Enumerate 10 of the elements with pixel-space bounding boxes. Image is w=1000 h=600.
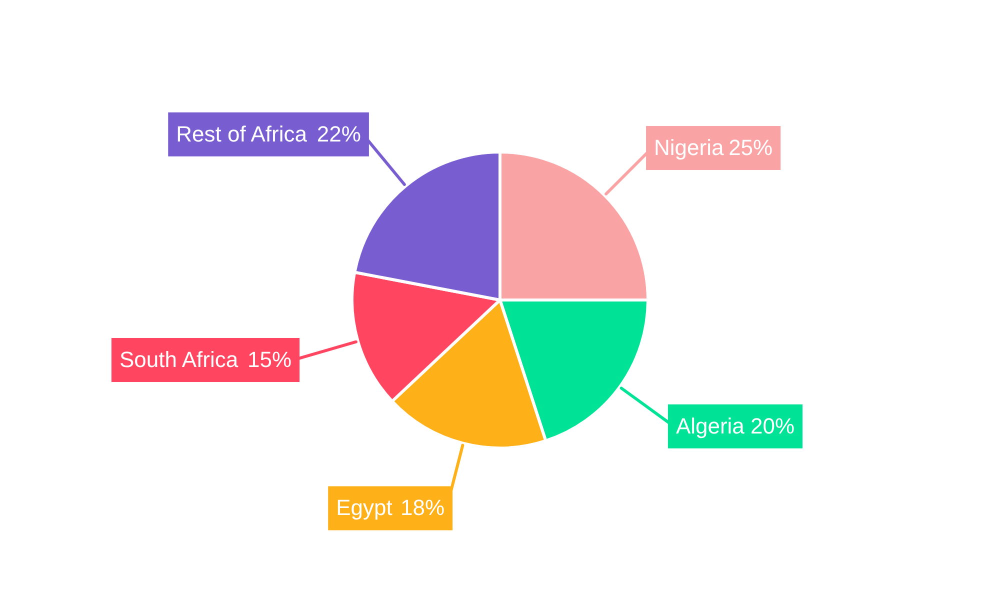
data-label: 15% [248, 346, 292, 372]
data-label: 18% [400, 495, 445, 520]
slice-label: South Africa [119, 346, 239, 372]
slice-label: Rest of Africa [176, 121, 308, 146]
data-label: 25% [728, 134, 773, 160]
slice-label: Algeria [676, 413, 746, 438]
slice-label: Nigeria [654, 134, 724, 160]
data-label: 22% [316, 121, 361, 146]
slice-label: Egypt [336, 495, 392, 520]
data-label: 20% [750, 413, 795, 438]
